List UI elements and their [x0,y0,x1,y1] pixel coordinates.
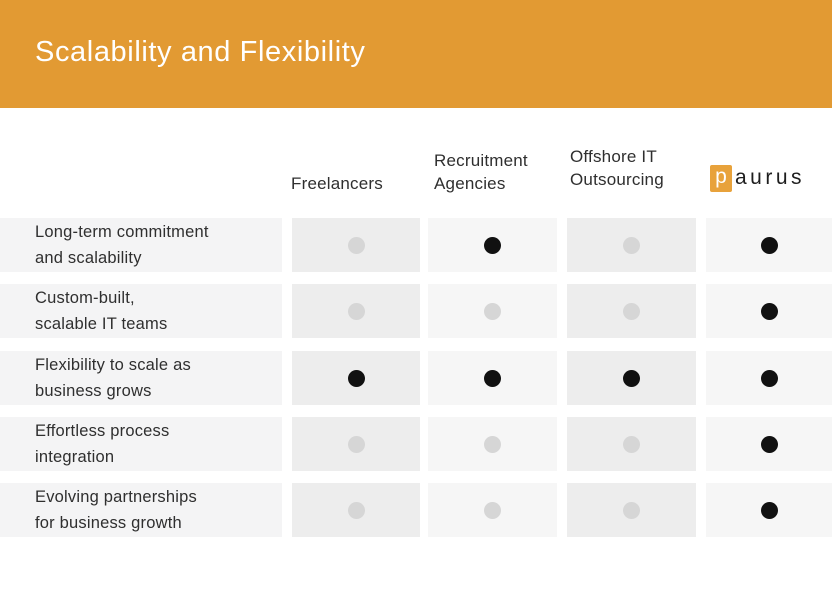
matrix-cell [428,218,557,272]
column-header-label: Freelancers [291,174,383,193]
matrix-cell [567,417,696,471]
column-header-label: Outsourcing [570,170,664,189]
dot-indicator [484,501,501,519]
dot-indicator [484,302,501,320]
dot-indicator [347,236,365,254]
row-label-flexibility-to-scale: Flexibility to scale as business grows [0,351,282,405]
paurus-logo-badge-icon: p [710,164,732,192]
row-label-long-term-commitment: Long-term commitment and scalability [0,218,282,272]
matrix-cell [292,483,420,537]
matrix-cell [706,351,832,405]
matrix-cell [428,483,557,537]
dot-indicator [623,236,640,254]
matrix-cell [292,351,420,405]
column-header-recruitment-agencies: Recruitment Agencies [434,149,528,195]
dot-indicator [347,302,365,320]
matrix-cell [567,218,696,272]
column-header-offshore-outsourcing: Offshore IT Outsourcing [570,145,664,191]
matrix-cell [567,284,696,338]
dot-indicator [484,236,501,254]
matrix-cell [428,351,557,405]
paurus-logo: p aurus [710,163,805,193]
matrix-cell [428,417,557,471]
column-header-freelancers: Freelancers [291,172,383,195]
dot-indicator [760,302,778,320]
paurus-logo-text: aurus [735,166,806,189]
row-label-evolving-partnerships: Evolving partnerships for business growt… [0,483,282,537]
matrix-cell [706,218,832,272]
matrix-cell [567,483,696,537]
slide-header-band: Scalability and Flexibility [0,0,832,108]
dot-indicator [623,435,640,453]
matrix-cell [567,351,696,405]
dot-indicator [623,302,640,320]
row-label-custom-built-teams: Custom-built, scalable IT teams [0,284,282,338]
row-label-effortless-integration: Effortless process integration [0,417,282,471]
matrix-cell [706,284,832,338]
column-header-label: Agencies [434,174,506,193]
page-title: Scalability and Flexibility [35,36,366,68]
dot-indicator [347,501,365,519]
dot-indicator [760,501,778,519]
dot-indicator [760,369,778,387]
matrix-cell [292,218,420,272]
dot-indicator [623,369,640,387]
column-header-label: Offshore IT [570,147,657,166]
matrix-cell [428,284,557,338]
matrix-cell [706,417,832,471]
column-header-label: Recruitment [434,151,528,170]
dot-indicator [760,236,778,254]
dot-indicator [623,501,640,519]
matrix-cell [292,284,420,338]
dot-indicator [347,369,365,387]
dot-indicator [347,435,365,453]
dot-indicator [484,435,501,453]
dot-indicator [760,435,778,453]
matrix-cell [292,417,420,471]
matrix-cell [706,483,832,537]
dot-indicator [484,369,501,387]
